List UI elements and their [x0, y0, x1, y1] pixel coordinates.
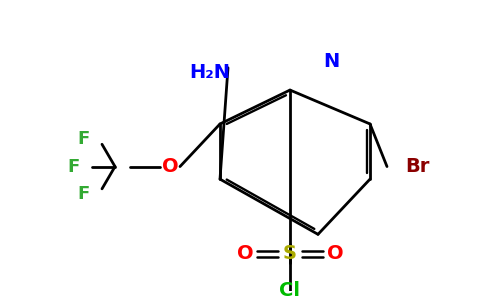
- Text: H₂N: H₂N: [190, 63, 230, 82]
- Text: O: O: [162, 157, 178, 176]
- Text: S: S: [283, 244, 297, 263]
- Text: Cl: Cl: [279, 281, 301, 300]
- Text: N: N: [323, 52, 339, 70]
- Text: F: F: [78, 130, 90, 148]
- Text: Br: Br: [405, 157, 429, 176]
- Text: O: O: [237, 244, 253, 263]
- Text: O: O: [327, 244, 343, 263]
- Text: F: F: [68, 158, 80, 175]
- Text: F: F: [78, 185, 90, 203]
